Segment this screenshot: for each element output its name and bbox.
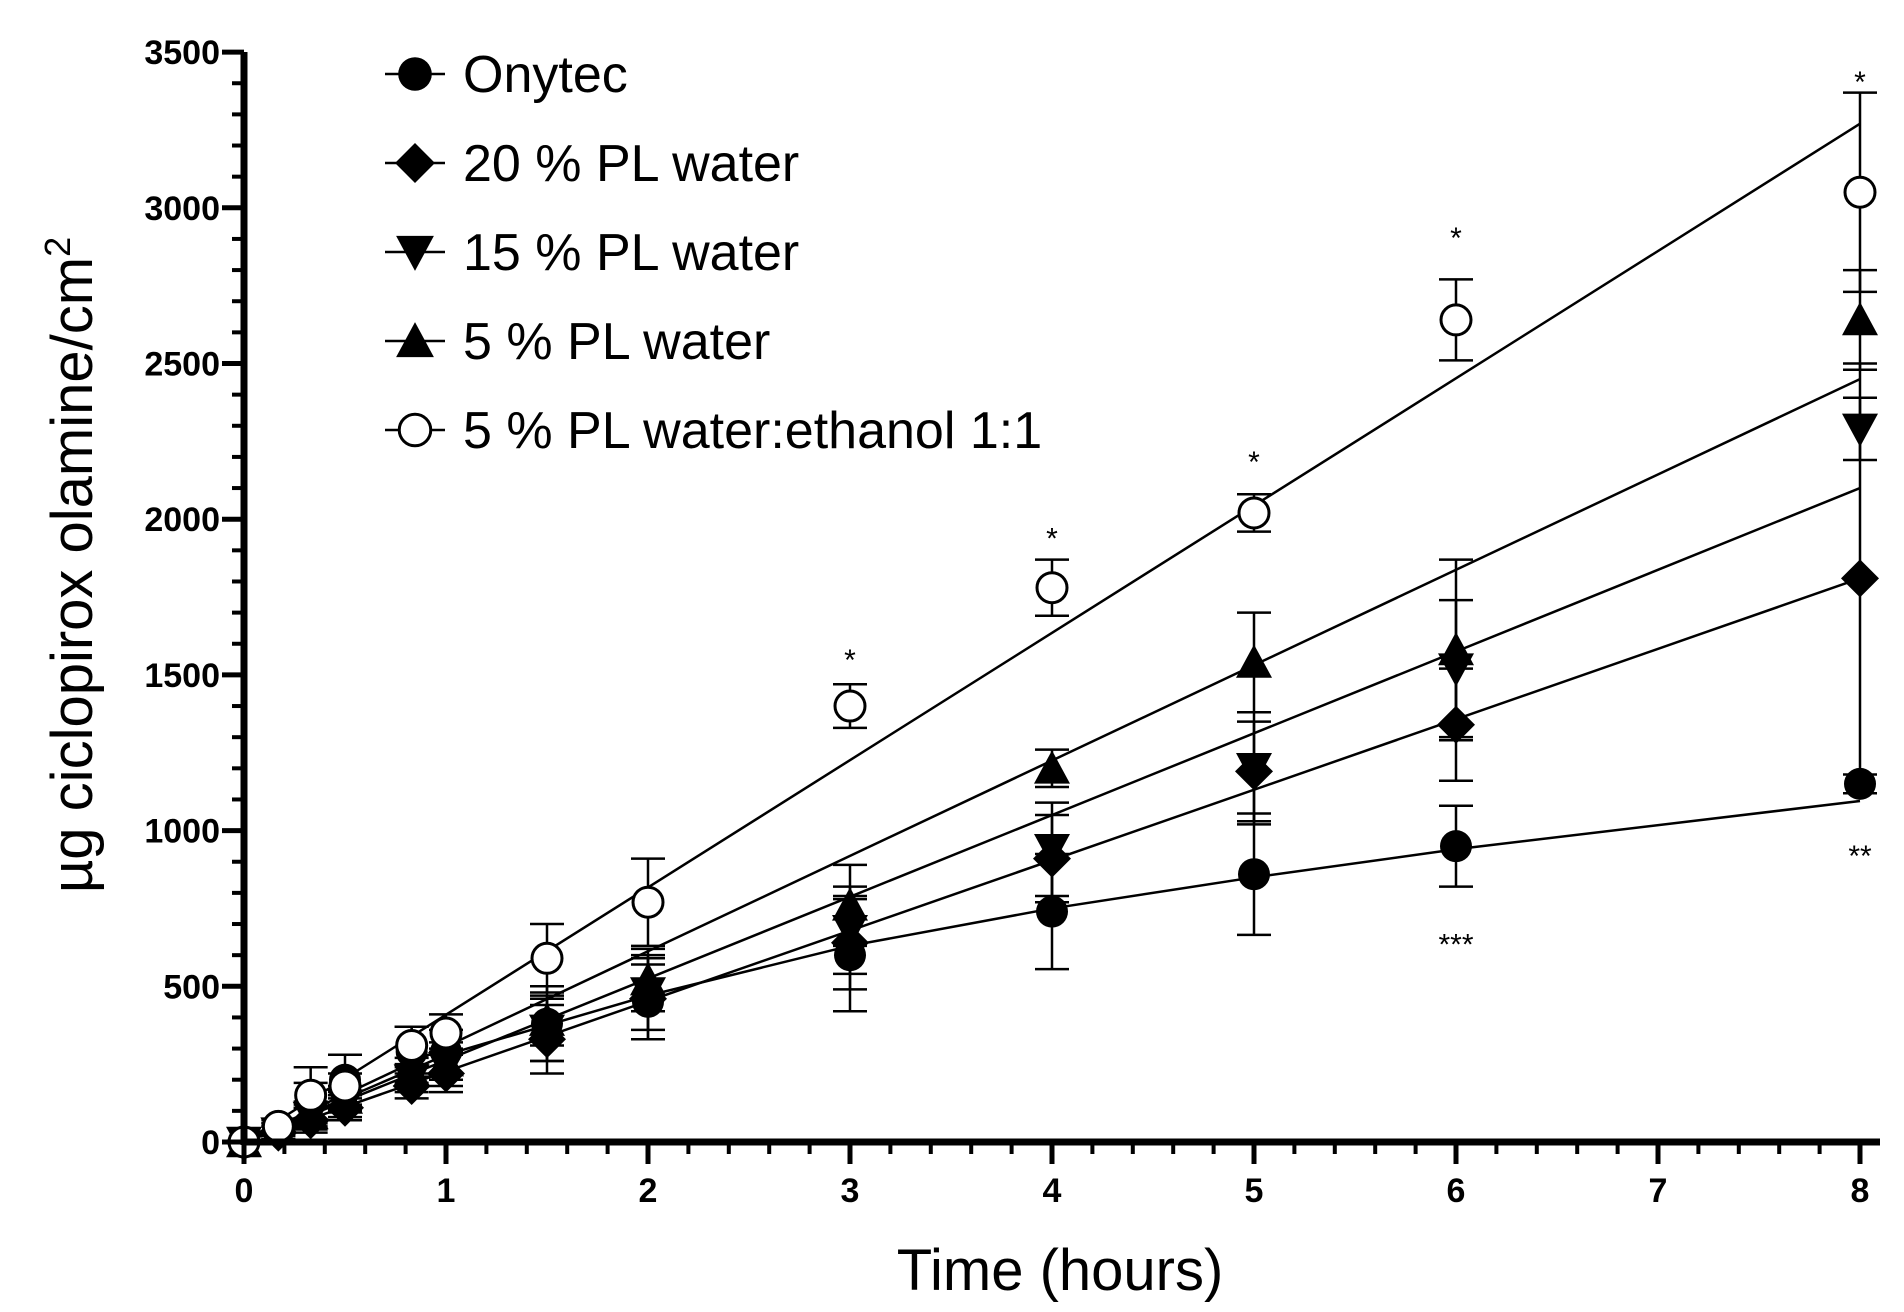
data-points: [225, 175, 1879, 1161]
data-point: [832, 914, 868, 949]
data-point: [429, 1016, 463, 1050]
x-tick-label: 6: [1447, 1172, 1466, 1210]
y-tick-label: 3000: [144, 190, 220, 228]
legend-marker: [398, 57, 432, 91]
significance-annotations: **********: [844, 66, 1872, 962]
legend-label: 20 % PL water: [463, 135, 799, 193]
data-point: [1439, 303, 1473, 337]
x-tick-label: 7: [1649, 1172, 1668, 1210]
y-tick-label: 2500: [144, 346, 220, 384]
data-point: [1237, 496, 1271, 530]
data-point: [1842, 301, 1878, 336]
legend-marker: [395, 143, 435, 183]
significance-label: *: [1450, 222, 1462, 255]
data-point: [428, 1043, 464, 1077]
y-tick-label: 1500: [144, 657, 220, 695]
y-axis-title: µg ciclopirox olamine/cm2: [37, 237, 105, 893]
data-point: [328, 1069, 362, 1103]
data-point: [1236, 644, 1272, 678]
data-point: [1437, 705, 1475, 744]
y-tick-label: 500: [163, 968, 220, 1006]
x-tick-label: 0: [235, 1172, 254, 1210]
y-tick-label: 3500: [144, 34, 220, 72]
legend-marker: [397, 412, 433, 448]
fit-line-5: [243, 122, 1861, 1144]
data-point: [529, 1002, 565, 1036]
x-tick-label: 4: [1043, 1172, 1062, 1210]
data-point: [631, 885, 665, 919]
fit-line-1: [243, 799, 1861, 1144]
data-point: [261, 1109, 295, 1143]
x-tick-label: 3: [841, 1172, 860, 1210]
significance-label: **: [1848, 840, 1872, 873]
legend-label: 5 % PL water:ethanol 1:1: [463, 402, 1042, 460]
significance-label: *: [1854, 66, 1866, 99]
legend-item: 15 % PL water: [385, 224, 799, 282]
data-point: [1843, 175, 1877, 209]
axes: [222, 49, 1880, 1164]
data-point: [530, 941, 564, 975]
significance-label: *: [1046, 522, 1058, 555]
legend-label: 5 % PL water: [463, 313, 770, 371]
legend-marker: [396, 235, 434, 271]
data-point: [395, 1028, 429, 1062]
tick-labels: 0 1 2 3 4 5 6 7 8 0 500 1000 1500 2000 2500 3000 3500: [144, 34, 1869, 1210]
y-tick-label: 2000: [144, 501, 220, 539]
data-point: [833, 689, 867, 723]
y-tick-label: 0: [201, 1124, 220, 1162]
data-point: [1238, 858, 1270, 891]
data-point: [1841, 559, 1879, 598]
y-axis-title-main: µg ciclopirox olamine/cm: [40, 257, 105, 893]
legend-label: Onytec: [463, 46, 628, 104]
x-tick-label: 2: [639, 1172, 658, 1210]
data-point: [294, 1078, 328, 1112]
data-point: [1842, 413, 1878, 447]
data-point: [292, 1095, 329, 1130]
data-point: [1236, 753, 1272, 787]
legend-item: 5 % PL water: [385, 313, 770, 371]
data-point: [1036, 895, 1068, 928]
legend-item: Onytec: [385, 46, 628, 104]
data-point: [630, 962, 666, 996]
data-point: [1034, 833, 1070, 868]
data-point: [1438, 631, 1474, 666]
legend-item: 5 % PL water:ethanol 1:1: [385, 402, 1042, 460]
significance-label: *: [844, 644, 856, 677]
x-tick-label: 1: [437, 1172, 456, 1210]
legend-marker: [396, 322, 434, 358]
significance-label: *: [1248, 446, 1260, 479]
data-point: [832, 887, 868, 921]
data-point: [393, 1052, 430, 1086]
data-point: [1844, 767, 1876, 800]
legend-item: 20 % PL water: [385, 135, 799, 193]
y-axis-title-superscript: 2: [37, 237, 78, 257]
x-tick-label: 5: [1245, 1172, 1264, 1210]
data-point: [1034, 750, 1070, 784]
x-axis-title: Time (hours): [897, 1238, 1224, 1303]
legend-label: 15 % PL water: [463, 224, 799, 282]
data-point: [1035, 571, 1069, 605]
y-tick-label: 1000: [144, 813, 220, 851]
x-tick-label: 8: [1851, 1172, 1870, 1210]
data-point: [1440, 830, 1472, 863]
legend: Onytec 20 % PL water 15 % PL water 5 % PL w…: [385, 46, 1042, 460]
significance-label: ***: [1438, 929, 1473, 962]
